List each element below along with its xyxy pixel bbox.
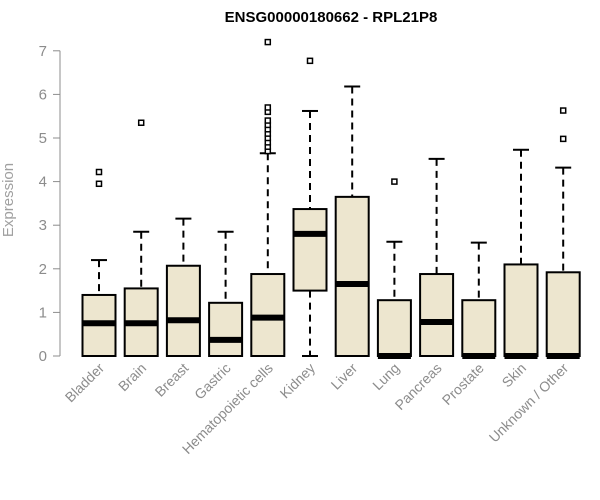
x-tick-label: Brain [115,360,149,394]
outlier-point [559,107,567,114]
y-tick-label: 1 [39,304,47,321]
outlier-point [264,38,272,46]
x-tick-label: Kidney [277,360,319,402]
box-group [503,148,539,359]
x-tick-label: Prostate [439,360,487,408]
x-tick-label: Skin [499,360,530,391]
outlier-point [264,117,272,124]
box-iqr [376,299,412,357]
box-group [292,57,328,357]
chart-title: ENSG00000180662 - RPL21P8 [225,9,438,26]
box-group [376,178,412,359]
box-group [208,230,244,358]
box-iqr [334,195,370,357]
box-group [334,85,370,357]
box-iqr [419,273,455,358]
outlier-point [137,119,145,126]
y-tick-label: 0 [39,348,47,365]
box-group [250,38,286,358]
box-iqr [461,299,497,357]
box-iqr [292,208,328,292]
outlier-point [391,178,398,185]
y-tick-label: 6 [39,86,47,103]
outlier-point [306,57,314,65]
outlier-point [264,104,272,111]
plot-area [81,38,581,359]
box-group [123,119,159,358]
x-tick-label: Bladder [62,360,108,406]
outlier-point [95,168,103,176]
y-tick-label: 4 [39,174,47,191]
x-tick-label: Lung [369,360,402,393]
x-tick-label: Breast [152,360,192,400]
x-tick-label: Liver [328,360,361,393]
y-axis-label: Expression [0,163,17,237]
box-group [545,107,581,359]
box-group [419,157,455,358]
x-tick-label: Unknown / Other [486,360,572,446]
x-tick-label: Pancreas [392,360,445,413]
y-tick-label: 3 [39,217,47,234]
box-iqr [503,263,539,357]
outlier-point [559,135,567,143]
y-tick-label: 5 [39,130,47,147]
box-group [165,217,201,357]
box-iqr [208,301,244,358]
box-group [461,241,497,359]
box-iqr [165,264,201,357]
y-axis: 0 1 2 3 4 5 6 7 [39,43,61,365]
y-tick-label: 7 [39,43,47,60]
box-iqr [545,271,581,357]
outlier-point [95,180,103,188]
box-group [81,168,117,357]
y-tick-label: 2 [39,261,47,278]
